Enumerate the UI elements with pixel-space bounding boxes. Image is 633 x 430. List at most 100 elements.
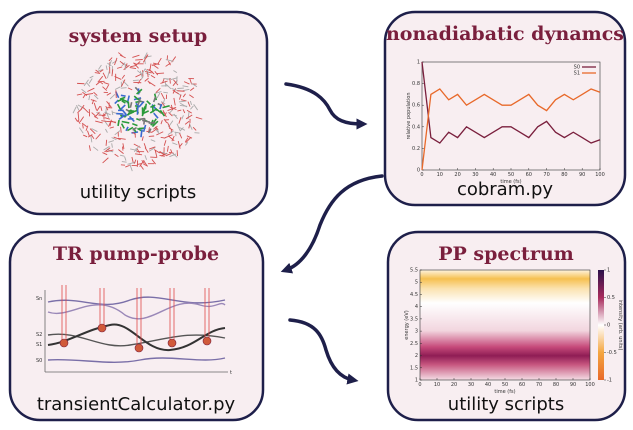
- y-tick-label: 2: [415, 353, 418, 359]
- bond: [83, 134, 88, 138]
- bond: [179, 126, 186, 131]
- bond: [150, 74, 156, 79]
- y-axis-label: relative population: [406, 92, 412, 139]
- bond: [146, 100, 151, 105]
- bond: [134, 153, 143, 156]
- bond: [82, 124, 84, 129]
- bond: [177, 90, 185, 92]
- bond: [173, 70, 178, 74]
- bond: [155, 91, 162, 94]
- bond: [116, 103, 122, 111]
- bond: [77, 112, 80, 121]
- bond: [170, 149, 173, 154]
- bond: [143, 143, 147, 149]
- bond: [172, 152, 178, 158]
- bond: [148, 147, 156, 152]
- state-label: Sn: [36, 296, 42, 302]
- bond: [140, 76, 144, 81]
- bond: [94, 72, 101, 74]
- bond: [108, 57, 113, 62]
- bond: [96, 105, 101, 112]
- bond: [172, 114, 177, 117]
- bond: [120, 94, 126, 97]
- bond: [111, 69, 114, 77]
- bond: [132, 126, 137, 131]
- bond: [179, 94, 182, 100]
- bond: [182, 85, 189, 88]
- bond: [161, 102, 166, 107]
- bond: [93, 91, 98, 96]
- bond: [142, 124, 147, 133]
- bond: [125, 164, 130, 168]
- bond: [80, 104, 85, 110]
- bond: [173, 79, 179, 86]
- bond: [149, 63, 152, 70]
- x-tick-label: 70: [536, 382, 542, 388]
- bond: [89, 75, 94, 79]
- bond: [81, 122, 88, 128]
- x-tick-label: 50: [502, 382, 508, 388]
- axis-label: t: [230, 370, 232, 376]
- bond: [144, 147, 149, 153]
- y-axis-label: energy (eV): [404, 310, 410, 339]
- x-tick-label: 80: [553, 382, 559, 388]
- bond: [177, 109, 182, 112]
- bond: [153, 112, 159, 119]
- bond: [105, 84, 110, 90]
- bond: [154, 70, 159, 76]
- bond: [178, 143, 183, 148]
- bond: [103, 81, 110, 85]
- bond: [81, 88, 87, 94]
- bond: [171, 106, 177, 110]
- bond: [159, 103, 163, 110]
- bond: [153, 93, 158, 101]
- bond: [74, 117, 79, 122]
- bond: [138, 117, 145, 121]
- bond: [145, 68, 150, 74]
- bond: [179, 133, 183, 139]
- bond: [163, 118, 168, 124]
- bond: [125, 126, 129, 132]
- bond: [117, 119, 120, 127]
- arrow: [284, 82, 368, 130]
- bond: [93, 94, 99, 100]
- bond: [186, 135, 193, 139]
- bond: [85, 125, 89, 131]
- x-axis-label: time (fs): [494, 389, 515, 395]
- bond: [160, 80, 168, 84]
- bond: [137, 98, 141, 106]
- bond: [195, 116, 203, 120]
- bond: [79, 116, 85, 123]
- bond: [159, 109, 166, 117]
- bond: [87, 87, 95, 92]
- bond: [90, 99, 97, 102]
- bond: [129, 101, 133, 108]
- bond: [102, 72, 107, 80]
- bond: [99, 69, 104, 73]
- bond: [148, 68, 155, 75]
- bond: [95, 69, 100, 73]
- bond: [135, 59, 143, 61]
- bond: [114, 153, 119, 157]
- bond: [183, 81, 190, 85]
- bond: [119, 54, 126, 59]
- bond: [171, 135, 175, 142]
- bond: [77, 108, 82, 114]
- bond: [87, 134, 93, 138]
- y-tick-label: 3.5: [410, 316, 418, 322]
- bond: [193, 104, 199, 111]
- bond: [116, 66, 123, 69]
- bond: [127, 87, 133, 91]
- y-tick-label: 2.5: [410, 341, 418, 347]
- bond: [189, 78, 192, 84]
- bond: [114, 130, 121, 136]
- bond: [154, 126, 159, 130]
- bond: [149, 108, 158, 114]
- bond: [189, 100, 192, 106]
- y-tick-label: 1: [417, 60, 420, 66]
- bond: [161, 151, 168, 155]
- bond: [89, 128, 96, 135]
- bond: [144, 155, 148, 160]
- box-caption: utility scripts: [80, 182, 196, 203]
- series-line: [421, 61, 601, 144]
